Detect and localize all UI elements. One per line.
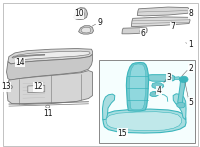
Text: 10: 10 (74, 9, 83, 19)
Polygon shape (79, 26, 94, 34)
Polygon shape (174, 77, 180, 80)
Polygon shape (173, 94, 186, 120)
Polygon shape (77, 11, 85, 17)
Text: 6: 6 (141, 29, 146, 38)
Text: 2: 2 (189, 64, 193, 73)
Polygon shape (150, 91, 159, 96)
Polygon shape (122, 28, 147, 34)
Polygon shape (129, 64, 146, 110)
Text: 13: 13 (1, 82, 11, 91)
Text: 3: 3 (167, 73, 172, 82)
Bar (99, 60, 195, 143)
Polygon shape (103, 109, 186, 133)
Polygon shape (106, 112, 182, 131)
Text: 15: 15 (118, 128, 127, 138)
Polygon shape (178, 80, 185, 104)
Text: 7: 7 (171, 22, 176, 31)
Polygon shape (149, 75, 175, 81)
Text: 1: 1 (189, 40, 193, 49)
Polygon shape (131, 17, 190, 26)
Polygon shape (126, 62, 149, 111)
Text: 8: 8 (189, 9, 193, 19)
Polygon shape (7, 71, 93, 104)
Polygon shape (81, 27, 91, 33)
Text: 11: 11 (43, 109, 52, 118)
Polygon shape (16, 51, 90, 60)
Text: 4: 4 (157, 86, 162, 95)
Polygon shape (28, 85, 45, 93)
Text: 5: 5 (189, 98, 193, 107)
Circle shape (179, 76, 188, 83)
Polygon shape (74, 8, 88, 20)
Polygon shape (12, 54, 45, 58)
Polygon shape (137, 7, 189, 16)
Text: 14: 14 (15, 58, 25, 67)
Text: 12: 12 (33, 82, 43, 91)
Polygon shape (102, 94, 115, 120)
Text: 9: 9 (97, 18, 102, 27)
Polygon shape (8, 49, 93, 64)
Polygon shape (152, 83, 164, 88)
Polygon shape (177, 102, 185, 108)
Polygon shape (7, 54, 93, 80)
